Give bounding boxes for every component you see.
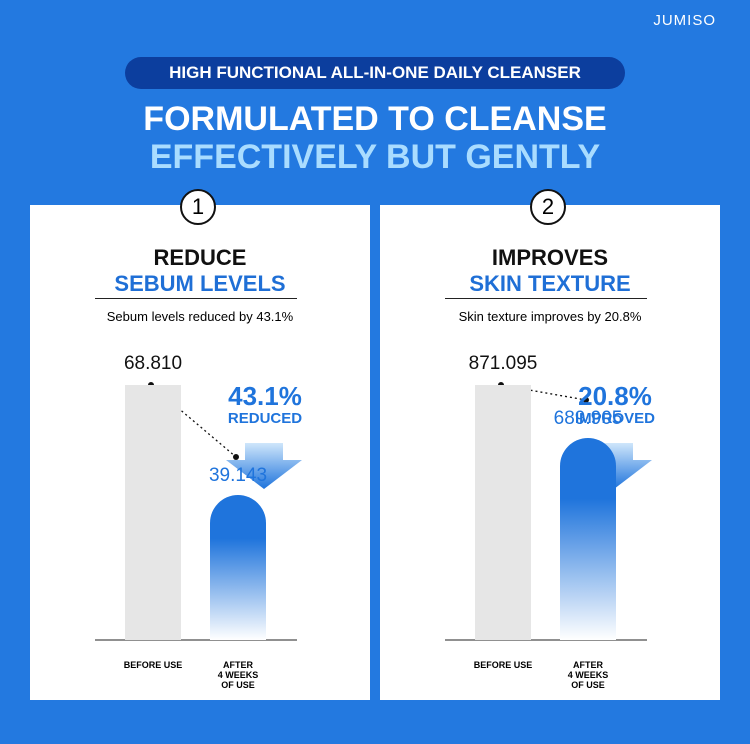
value-label: 689.905 [553,408,623,430]
category-label: BEFORE USE [473,660,533,670]
subtitle: Sebum levels reduced by 43.1% [106,309,294,324]
arrow [226,443,302,489]
step-number: 1 [180,189,216,225]
category-label: BEFORE USE [123,660,183,670]
headline: EFFECTIVELY BUT GENTLY [149,138,601,176]
value-label: 39.143 [208,464,268,486]
panel: 1 REDUCE SEBUM LEVELS Sebum levels reduced … [30,189,370,700]
panel-title: SKIN TEXTURE [469,271,631,296]
overlay [445,382,652,641]
overlay [95,382,302,641]
badge: HIGH FUNCTIONAL ALL-IN-ONE DAILY CLEANSE… [125,57,625,89]
subtitle: Skin texture improves by 20.8% [458,309,642,324]
bar [475,385,531,640]
step-number: 2 [530,189,566,225]
category-label: AFTER 4 WEEKS OF USE [217,660,259,690]
dot [583,397,589,404]
bar [125,385,181,640]
annotation: REDUCED [227,410,303,427]
panel: 2 IMPROVES SKIN TEXTURE Skin texture improv… [380,189,720,700]
title-rule [95,298,297,299]
panel-title: SEBUM LEVELS [114,271,286,296]
connector [150,384,237,458]
value-label: 871.095 [468,353,538,374]
headline: FORMULATED TO CLEANSE [143,100,607,138]
panel-title: IMPROVES [491,245,609,270]
category-label: AFTER 4 WEEKS OF USE [567,660,609,690]
annotation: IMPROVED [574,410,655,427]
panel-title: REDUCE [153,245,247,270]
dot [233,453,239,460]
bar [560,438,616,640]
annotation: 43.1% [228,381,302,411]
bar [210,494,266,640]
brand: JUMISO [653,12,716,29]
connector [500,384,587,401]
annotation: 20.8% [578,381,652,411]
title-rule [445,298,647,299]
value-label: 68.810 [123,353,183,374]
